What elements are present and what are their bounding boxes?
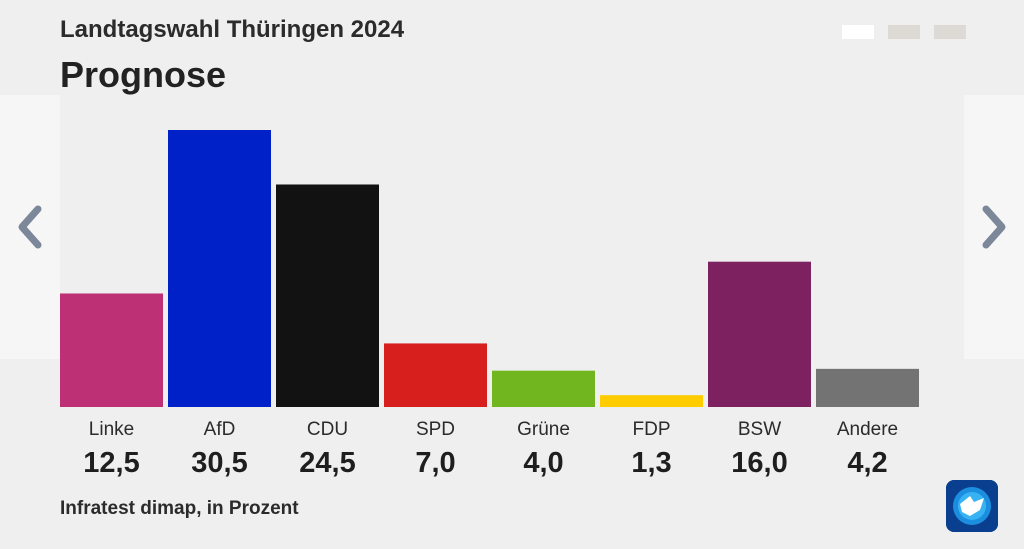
next-slide-button[interactable] <box>964 95 1024 359</box>
chevron-left-icon <box>18 205 42 249</box>
bar-spd <box>384 343 487 407</box>
value-label-afd: 30,5 <box>191 447 247 479</box>
value-label-linke: 12,5 <box>83 447 139 479</box>
category-label-fdp: FDP <box>633 419 671 440</box>
bar-linke <box>60 293 163 407</box>
value-label-spd: 7,0 <box>415 447 455 479</box>
bar-gruene <box>492 370 595 407</box>
prev-slide-button[interactable] <box>0 95 60 359</box>
chart-title: Prognose <box>60 54 227 95</box>
pagination-dot-3[interactable] <box>934 25 966 39</box>
pagination-dots <box>842 25 966 39</box>
category-label-spd: SPD <box>416 419 455 440</box>
value-label-bsw: 16,0 <box>731 447 787 479</box>
bar-andere <box>816 368 919 407</box>
value-label-fdp: 1,3 <box>631 447 671 479</box>
chart-source: Infratest dimap, in Prozent <box>60 498 299 519</box>
category-label-andere: Andere <box>837 419 898 440</box>
tagesschau-logo-icon <box>946 480 998 532</box>
category-label-gruene: Grüne <box>517 419 570 440</box>
pagination-dot-1[interactable] <box>842 25 874 39</box>
bar-fdp <box>600 395 703 407</box>
value-label-andere: 4,2 <box>847 447 887 479</box>
bar-cdu <box>276 184 379 407</box>
chart-subtitle: Landtagswahl Thüringen 2024 <box>60 16 405 43</box>
value-label-gruene: 4,0 <box>523 447 563 479</box>
category-label-bsw: BSW <box>738 419 781 440</box>
chevron-right-icon <box>982 205 1006 249</box>
category-label-afd: AfD <box>204 419 236 440</box>
pagination-dot-2[interactable] <box>888 25 920 39</box>
value-label-cdu: 24,5 <box>299 447 355 479</box>
bar-bsw <box>708 261 811 407</box>
bar-afd <box>168 130 271 407</box>
category-label-linke: Linke <box>89 419 134 440</box>
category-label-cdu: CDU <box>307 419 348 440</box>
